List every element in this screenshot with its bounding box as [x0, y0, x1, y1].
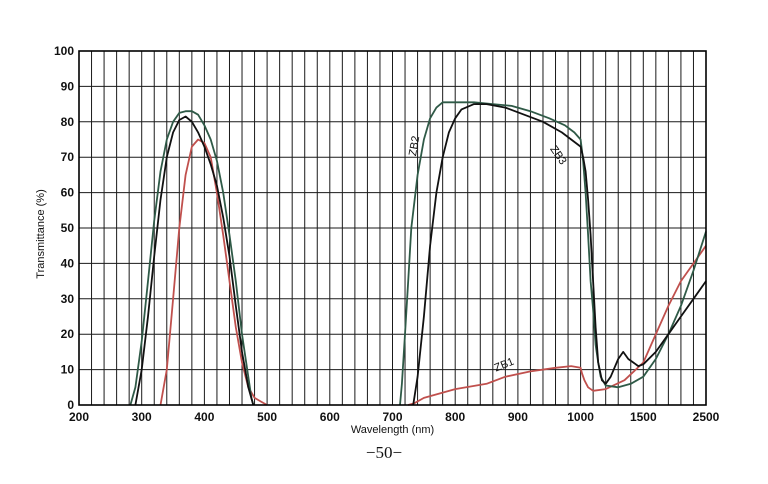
x-tick-label: 2500 [693, 410, 720, 424]
chart-grid [79, 51, 706, 405]
y-tick-label: 50 [61, 221, 75, 235]
y-axis-label: Transmittance (%) [35, 189, 47, 278]
y-tick-labels: 0 10 20 30 40 50 60 70 80 90 100 [54, 44, 74, 412]
series-line-zb1 [407, 245, 707, 406]
series-label-zb3: ZB3 [547, 144, 568, 167]
x-tick-label: 400 [194, 410, 214, 424]
series-line-zb2 [129, 110, 255, 406]
x-tick-label: 300 [132, 410, 152, 424]
y-tick-label: 80 [61, 115, 75, 129]
y-tick-label: 20 [61, 327, 75, 341]
y-tick-label: 10 [61, 363, 75, 377]
x-tick-label: 900 [508, 410, 528, 424]
series-label-zb2: ZB2 [407, 135, 422, 157]
y-tick-label: 90 [61, 79, 75, 93]
series-layer [129, 101, 707, 406]
series-label-zb1: ZB1 [493, 356, 516, 375]
x-tick-label: 1000 [567, 410, 594, 424]
series-line-zb1 [159, 138, 268, 406]
y-tick-label: 40 [61, 256, 75, 270]
x-tick-label: 500 [257, 410, 277, 424]
series-line-zb3 [134, 115, 255, 406]
y-tick-label: 60 [61, 186, 75, 200]
x-axis-label: Wavelength (nm) [351, 424, 434, 436]
series-labels: ZB1 ZB2 ZB3 [407, 135, 569, 374]
x-tick-label: 200 [69, 410, 89, 424]
x-tick-label: 1500 [630, 410, 657, 424]
x-tick-label: 800 [445, 410, 465, 424]
series-line-zb3 [412, 103, 707, 406]
page-number: −50− [365, 443, 403, 462]
y-tick-label: 30 [61, 292, 75, 306]
y-tick-label: 100 [54, 44, 74, 58]
x-tick-label: 600 [320, 410, 340, 424]
plot-frame [78, 50, 707, 406]
transmittance-chart: 200 300 400 500 600 700 800 900 1000 1500 2500 0 10… [35, 44, 720, 436]
series-line-zb2 [399, 101, 707, 406]
x-tick-label: 700 [382, 410, 402, 424]
x-tick-labels: 200 300 400 500 600 700 800 900 1000 1500 2500 [69, 410, 720, 424]
y-tick-label: 0 [67, 398, 74, 412]
y-tick-label: 70 [61, 150, 75, 164]
